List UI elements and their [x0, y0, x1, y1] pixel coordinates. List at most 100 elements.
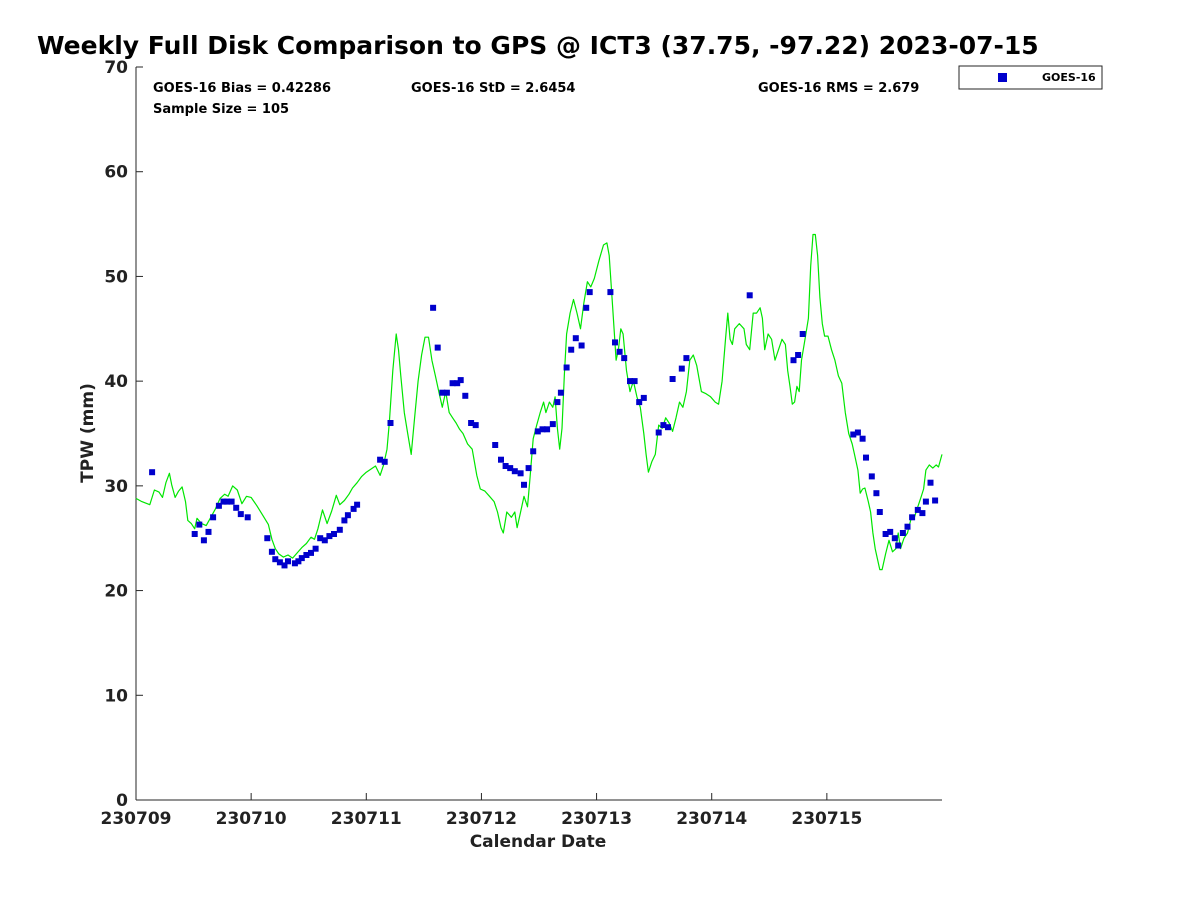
x-tick-label: 230712 [446, 809, 517, 829]
goes-point [850, 431, 857, 438]
goes-point [521, 481, 527, 488]
goes-point [669, 376, 676, 382]
goes-point [539, 426, 546, 433]
goes-point [377, 456, 384, 463]
goes-point [525, 465, 532, 472]
goes-point [636, 399, 643, 406]
goes-point [200, 537, 207, 544]
goes-point [922, 498, 929, 505]
goes-point [312, 545, 319, 552]
goes-point [919, 510, 926, 517]
goes-point [468, 420, 475, 426]
goes-point [904, 523, 911, 530]
legend-box [958, 65, 1103, 90]
goes-point [449, 380, 456, 387]
x-axis-label: Calendar Date [470, 832, 607, 852]
x-tick-label: 230713 [561, 809, 632, 829]
goes-point [882, 531, 889, 537]
goes-point [554, 399, 561, 406]
goes-point [507, 465, 514, 472]
goes-point [568, 346, 575, 353]
goes-point [887, 528, 894, 535]
goes-point [295, 558, 302, 565]
goes-point [498, 456, 504, 463]
goes-point [281, 562, 288, 569]
goes-point [350, 505, 357, 512]
goes-point [264, 535, 271, 542]
y-tick-label: 20 [104, 582, 128, 602]
goes-point [196, 521, 203, 528]
sample-size-stat: Sample Size = 105 [153, 102, 289, 117]
goes-point [683, 355, 690, 362]
goes-point [631, 378, 638, 385]
y-tick-label: 40 [104, 372, 128, 392]
goes-point [244, 514, 251, 521]
std-stat: GOES-16 StD = 2.6454 [411, 81, 575, 96]
goes-point [434, 344, 441, 351]
goes-point [291, 560, 298, 567]
chart-title: Weekly Full Disk Comparison to GPS @ ICT… [37, 31, 1039, 60]
goes-point [517, 470, 524, 477]
goes-point [873, 490, 880, 497]
gps-line [135, 233, 943, 571]
x-tick-label: 230711 [331, 809, 402, 829]
goes-point [932, 497, 939, 504]
goes-point [341, 517, 348, 524]
goes-point [430, 304, 437, 311]
goes-point [544, 426, 551, 433]
goes-point [191, 531, 198, 537]
goes-point [454, 380, 461, 387]
goes-point [660, 422, 667, 429]
goes-point [891, 535, 898, 542]
goes-point [572, 335, 579, 342]
goes-point [387, 420, 394, 426]
goes-point [439, 389, 446, 396]
x-ticks: 230709 230710 230711 230712 230713 230714 2307… [101, 793, 862, 829]
goes-point [678, 365, 685, 372]
goes-point [927, 479, 934, 486]
goes-point [868, 473, 875, 480]
goes-point [795, 352, 802, 358]
legend: GOES-16 [958, 65, 1103, 90]
goes-point [457, 377, 464, 384]
rms-stat: GOES-16 RMS = 2.679 [758, 81, 919, 96]
legend-label-goes: GOES-16 [1042, 71, 1096, 84]
goes-point [790, 357, 797, 364]
goes-point [655, 429, 662, 436]
goes-point [205, 528, 212, 535]
goes-point [621, 355, 628, 362]
goes-point [627, 378, 633, 385]
x-tick-label: 230710 [216, 809, 287, 829]
goes-point [607, 289, 614, 296]
goes-point [586, 289, 593, 296]
y-tick-label: 60 [104, 163, 128, 183]
goes-point [530, 448, 537, 455]
goes-point [909, 514, 916, 521]
goes-point [381, 458, 388, 465]
goes-point [914, 506, 921, 513]
goes-point [331, 531, 337, 537]
goes-point [557, 389, 564, 396]
y-tick-label: 50 [104, 267, 128, 287]
bias-stat: GOES-16 Bias = 0.42286 [153, 81, 331, 96]
x-tick-label: 230715 [791, 809, 862, 829]
goes-point [863, 454, 869, 461]
legend-marker-goes [998, 73, 1007, 82]
plot-axes [135, 67, 942, 801]
goes-point [272, 556, 279, 563]
goes-point [443, 389, 450, 396]
goes-point [472, 422, 479, 429]
goes-point [317, 535, 324, 542]
goes-point [854, 429, 861, 436]
x-tick-label: 230709 [101, 809, 172, 829]
y-tick-label: 10 [104, 686, 128, 706]
goes-point [326, 533, 333, 540]
goes-point [876, 509, 883, 515]
goes-series [149, 289, 939, 569]
goes-point [665, 424, 671, 431]
goes-point [298, 555, 305, 562]
y-ticks: 0 10 20 30 40 50 60 70 [104, 58, 143, 811]
goes-point [616, 348, 623, 355]
goes-point [612, 339, 618, 346]
